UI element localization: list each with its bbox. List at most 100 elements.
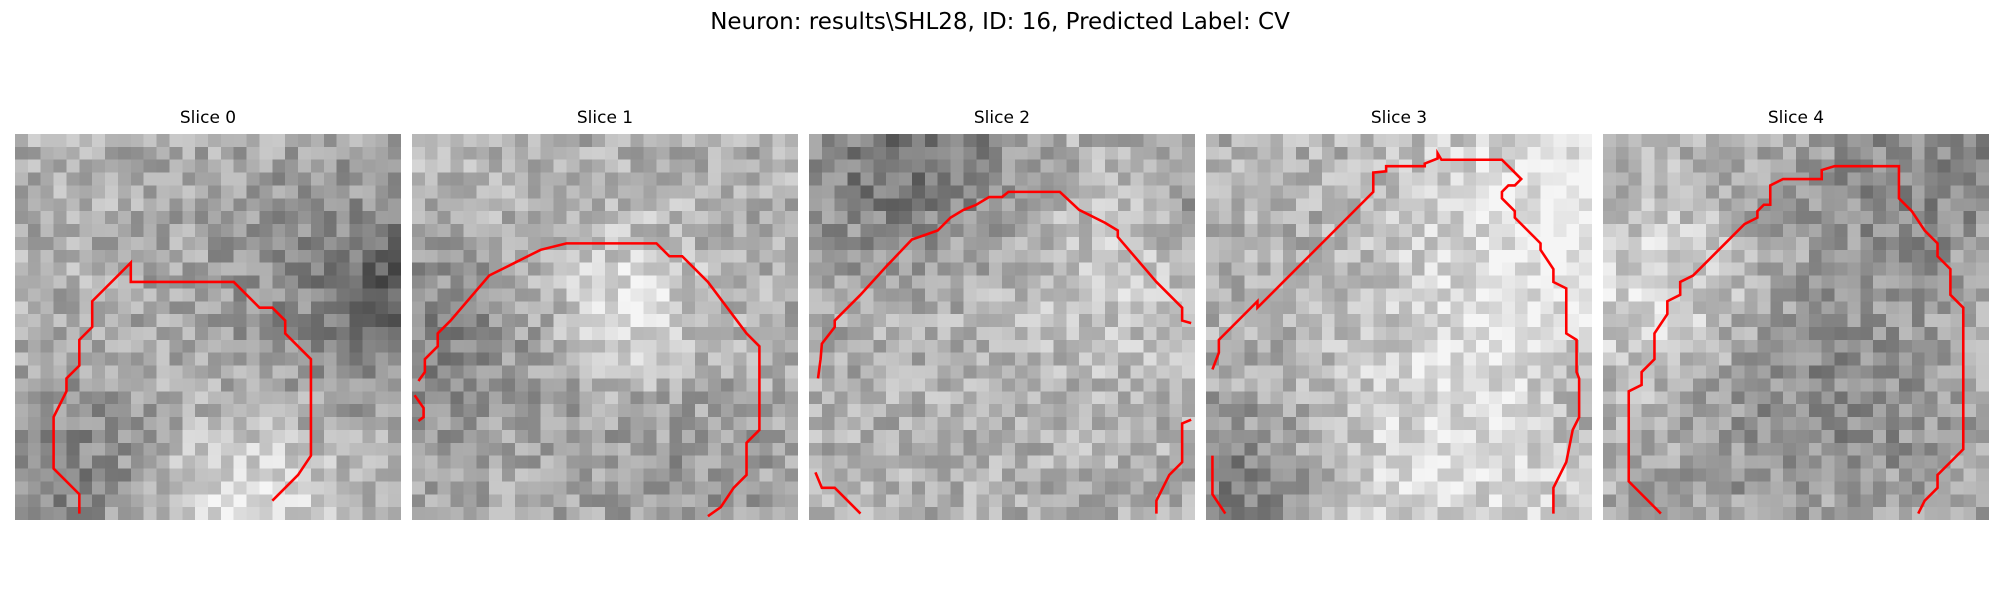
image-pixel bbox=[1898, 172, 1913, 186]
image-pixel bbox=[1321, 365, 1335, 379]
image-pixel bbox=[1437, 352, 1451, 366]
image-pixel bbox=[976, 378, 990, 392]
image-pixel bbox=[1399, 249, 1413, 263]
image-pixel bbox=[1783, 352, 1797, 366]
image-pixel bbox=[476, 352, 490, 366]
image-pixel bbox=[323, 224, 337, 238]
image-pixel bbox=[143, 365, 157, 379]
image-pixel bbox=[53, 198, 67, 212]
image-pixel bbox=[527, 352, 541, 366]
image-pixel bbox=[375, 507, 389, 520]
image-pixel bbox=[285, 507, 299, 520]
image-pixel bbox=[579, 275, 593, 289]
image-pixel bbox=[1808, 417, 1822, 431]
image-pixel bbox=[950, 352, 964, 366]
image-pixel bbox=[989, 288, 1003, 302]
image-pixel bbox=[1411, 455, 1425, 469]
image-pixel bbox=[1066, 288, 1080, 302]
image-pixel bbox=[437, 211, 451, 225]
image-pixel bbox=[579, 404, 593, 418]
image-pixel bbox=[424, 455, 438, 469]
image-pixel bbox=[630, 198, 644, 212]
image-pixel bbox=[92, 275, 106, 289]
image-pixel bbox=[514, 288, 529, 302]
image-pixel bbox=[182, 314, 196, 328]
image-pixel bbox=[873, 146, 887, 160]
image-pixel bbox=[1514, 507, 1528, 520]
image-pixel bbox=[79, 159, 93, 173]
image-pixel bbox=[1847, 494, 1861, 508]
image-pixel bbox=[66, 455, 80, 469]
image-pixel bbox=[1654, 262, 1668, 276]
image-pixel bbox=[669, 236, 683, 251]
image-pixel bbox=[1476, 455, 1490, 469]
image-pixel bbox=[156, 288, 170, 302]
image-pixel bbox=[899, 481, 913, 495]
image-pixel bbox=[733, 417, 747, 431]
image-pixel bbox=[963, 185, 977, 199]
image-pixel bbox=[1182, 494, 1195, 508]
image-pixel bbox=[1079, 198, 1093, 212]
image-pixel bbox=[527, 481, 541, 495]
image-pixel bbox=[1411, 301, 1425, 315]
image-pixel bbox=[1731, 262, 1745, 276]
image-pixel bbox=[1937, 314, 1951, 328]
image-pixel bbox=[809, 288, 823, 302]
image-pixel bbox=[1347, 494, 1361, 508]
image-pixel bbox=[785, 198, 798, 212]
image-pixel bbox=[579, 442, 593, 456]
image-pixel bbox=[630, 391, 644, 405]
image-pixel bbox=[1002, 365, 1016, 379]
image-pixel bbox=[1270, 224, 1284, 238]
image-pixel bbox=[1705, 198, 1720, 212]
image-pixel bbox=[643, 494, 657, 508]
image-pixel bbox=[772, 314, 786, 328]
image-pixel bbox=[1527, 365, 1541, 379]
image-pixel bbox=[1002, 198, 1016, 212]
image-pixel bbox=[733, 301, 747, 315]
image-pixel bbox=[66, 494, 80, 508]
image-pixel bbox=[911, 172, 926, 186]
image-pixel bbox=[630, 211, 644, 225]
image-pixel bbox=[1244, 288, 1258, 302]
image-pixel bbox=[821, 378, 835, 392]
image-pixel bbox=[1911, 185, 1925, 199]
image-pixel bbox=[1566, 455, 1580, 469]
image-pixel bbox=[156, 327, 170, 341]
image-pixel bbox=[1770, 288, 1784, 302]
image-pixel bbox=[1143, 378, 1157, 392]
image-pixel bbox=[310, 301, 325, 315]
image-pixel bbox=[1796, 468, 1810, 482]
image-pixel bbox=[502, 507, 516, 520]
image-pixel bbox=[298, 442, 312, 456]
image-pixel bbox=[437, 185, 451, 199]
image-pixel bbox=[911, 236, 926, 251]
image-pixel bbox=[1334, 314, 1348, 328]
image-pixel bbox=[1680, 172, 1694, 186]
image-pixel bbox=[1257, 159, 1271, 173]
image-pixel bbox=[1937, 262, 1951, 276]
image-pixel bbox=[1514, 494, 1528, 508]
image-pixel bbox=[911, 417, 926, 431]
image-pixel bbox=[1641, 159, 1655, 173]
image-pixel bbox=[1231, 185, 1245, 199]
image-pixel bbox=[592, 211, 606, 225]
image-pixel bbox=[759, 417, 773, 431]
image-pixel bbox=[1489, 198, 1503, 212]
image-pixel bbox=[821, 468, 835, 482]
image-pixel bbox=[182, 172, 196, 186]
image-pixel bbox=[976, 275, 990, 289]
image-pixel bbox=[809, 159, 823, 173]
image-pixel bbox=[669, 352, 683, 366]
image-pixel bbox=[1821, 365, 1835, 379]
image-pixel bbox=[1206, 339, 1220, 353]
image-pixel bbox=[1450, 352, 1464, 366]
image-pixel bbox=[617, 301, 631, 315]
image-pixel bbox=[1386, 365, 1400, 379]
image-pixel bbox=[643, 468, 657, 482]
image-pixel bbox=[143, 314, 157, 328]
image-pixel bbox=[1731, 481, 1745, 495]
image-pixel bbox=[1231, 249, 1245, 263]
image-pixel bbox=[1641, 224, 1655, 238]
image-pixel bbox=[463, 185, 477, 199]
